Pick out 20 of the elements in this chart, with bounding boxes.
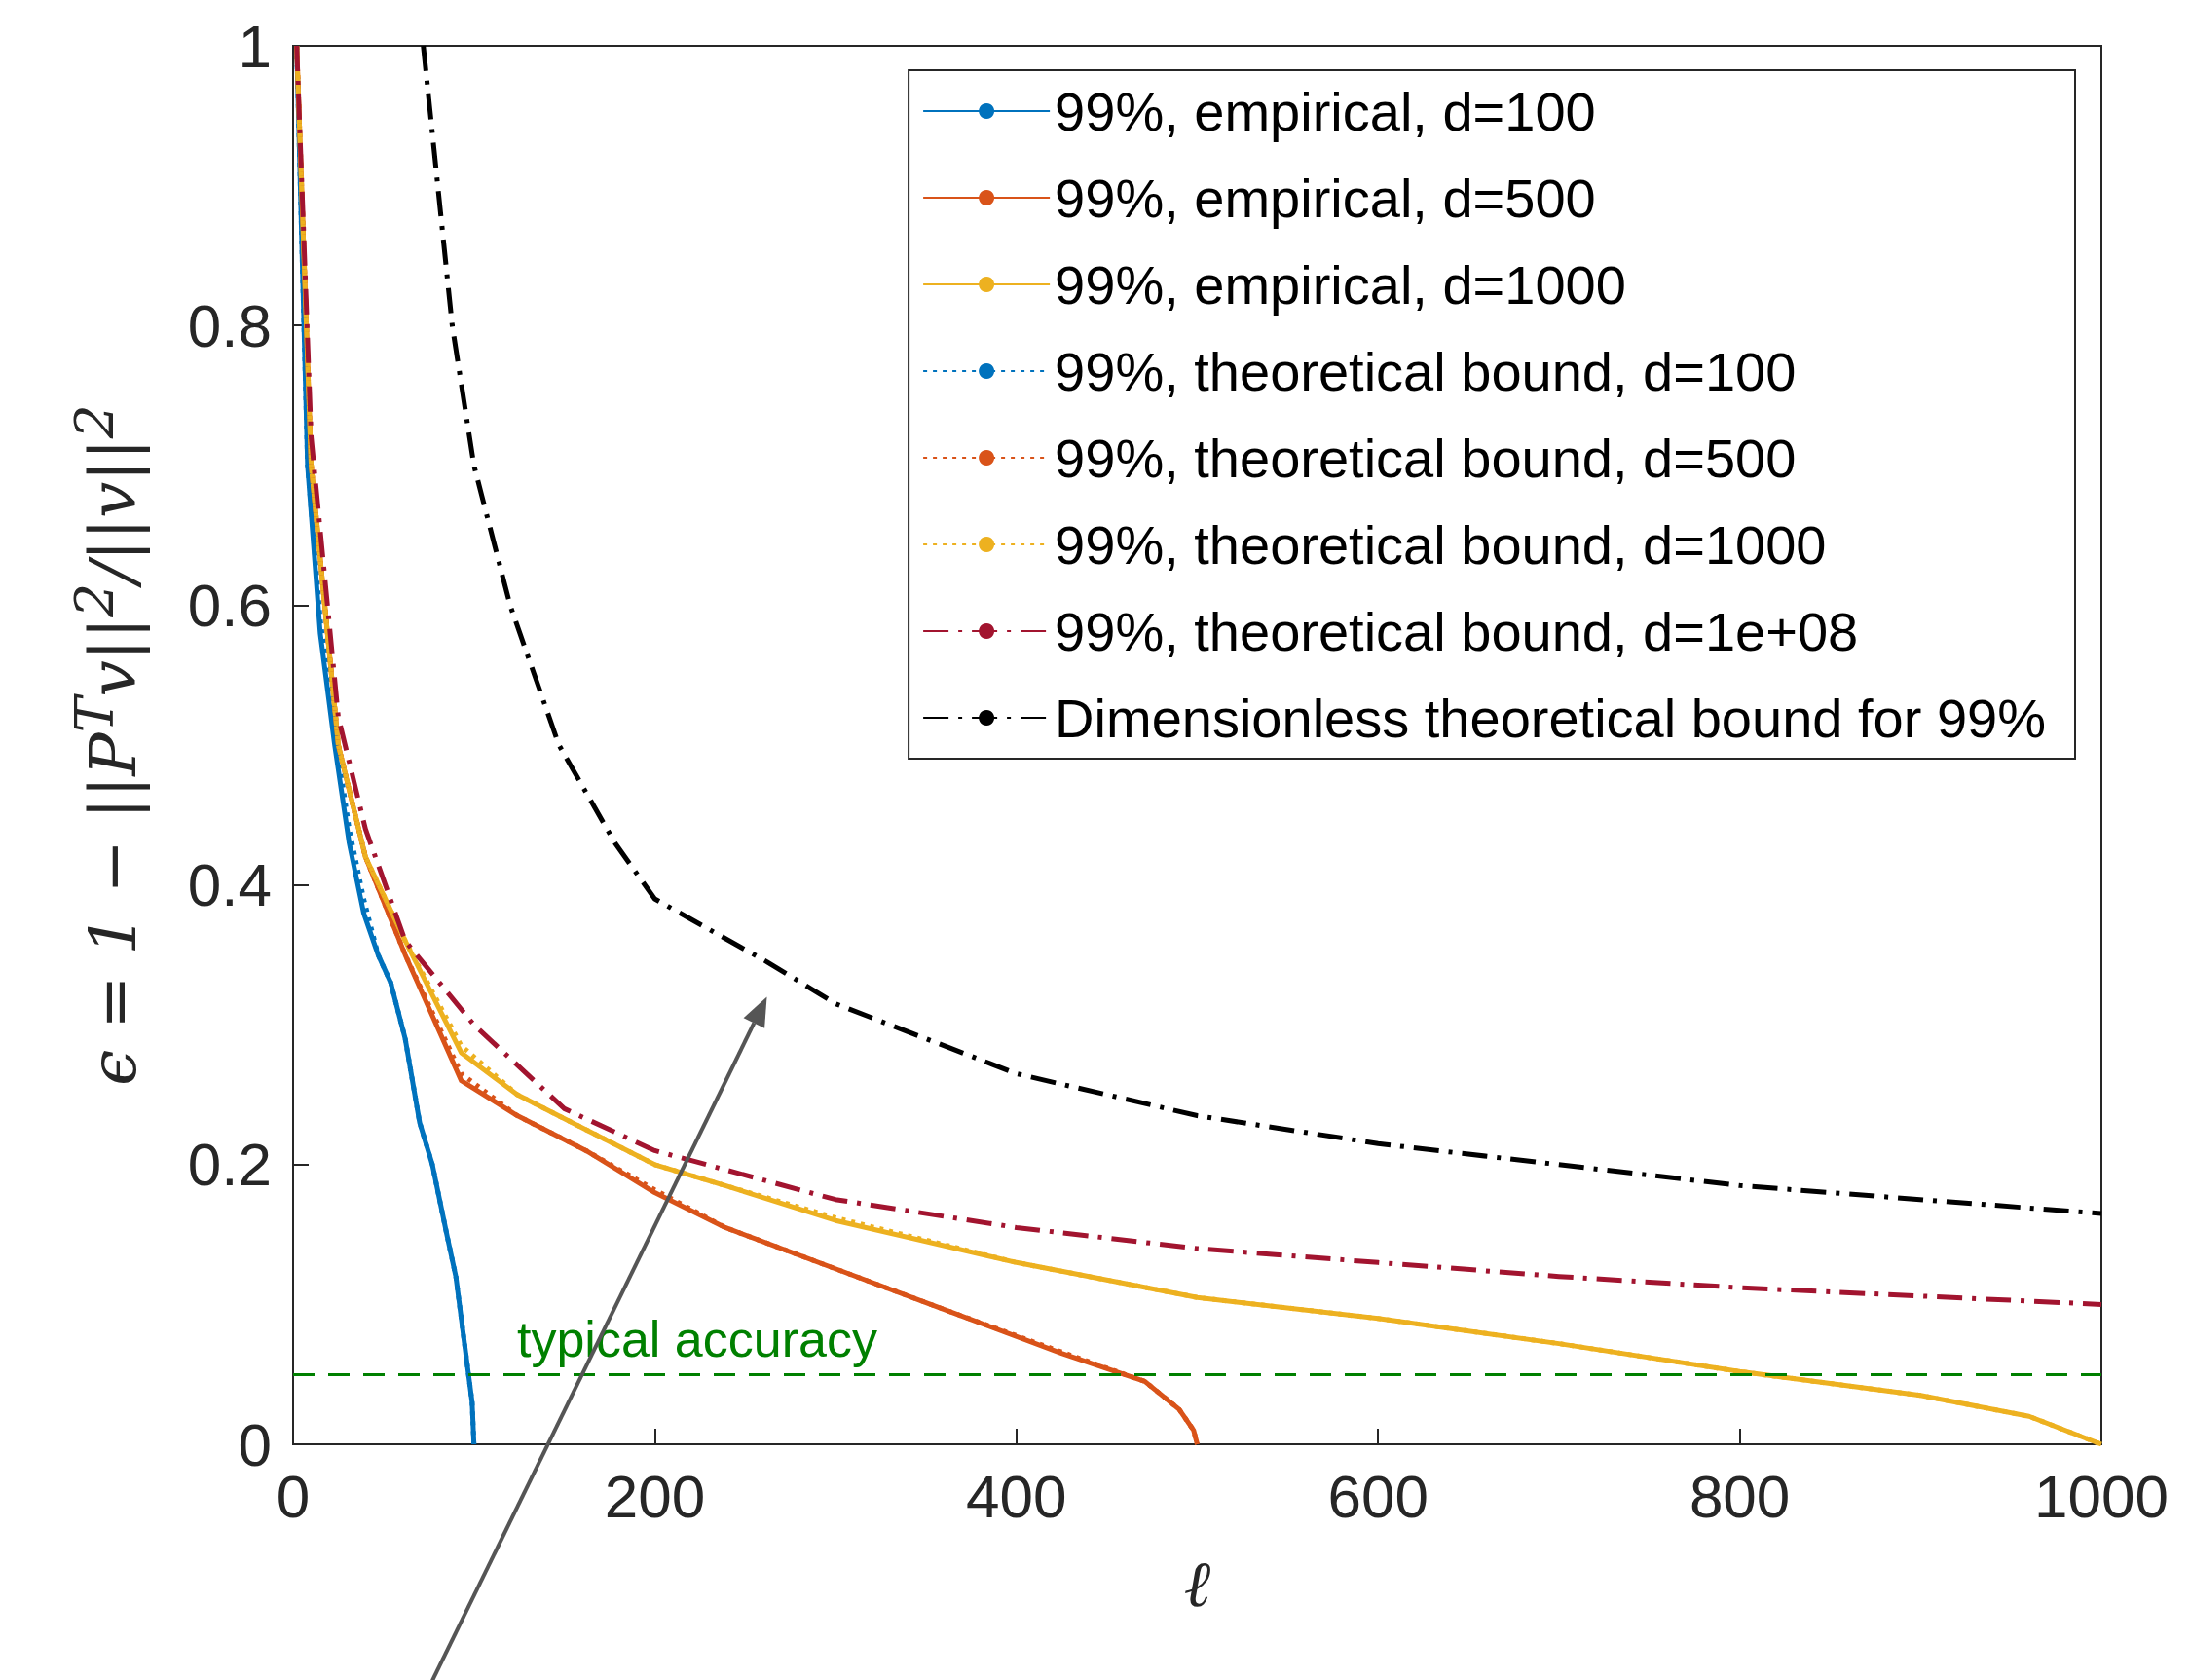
legend-label: 99%, empirical, d=1000: [1055, 253, 1626, 316]
x-tick-label: 1000: [2034, 1462, 2169, 1530]
x-tick-label: 200: [604, 1462, 706, 1530]
y-tick-label: 0.4: [187, 851, 272, 919]
legend-label: 99%, theoretical bound, d=100: [1055, 340, 1797, 402]
x-tick-label: 800: [1689, 1462, 1791, 1530]
x-axis-title: ℓ: [1183, 1546, 1211, 1622]
legend-label: Dimensionless theoretical bound for 99%: [1055, 687, 2047, 749]
legend-label: 99%, empirical, d=100: [1055, 80, 1596, 142]
y-tick-label: 0.2: [187, 1131, 272, 1199]
y-tick-label: 1: [238, 12, 272, 80]
y-tick-label: 0: [238, 1410, 272, 1478]
legend-label: 99%, empirical, d=500: [1055, 167, 1596, 229]
x-tick-label: 400: [966, 1462, 1067, 1530]
y-tick-label: 0.8: [187, 291, 272, 359]
legend-label: 99%, theoretical bound, d=1e+08: [1055, 600, 1859, 662]
legend-label: 99%, theoretical bound, d=1000: [1055, 513, 1827, 576]
legend-label: 99%, theoretical bound, d=500: [1055, 427, 1797, 489]
x-tick-label: 600: [1327, 1462, 1429, 1530]
y-tick-label: 0.6: [187, 571, 272, 639]
